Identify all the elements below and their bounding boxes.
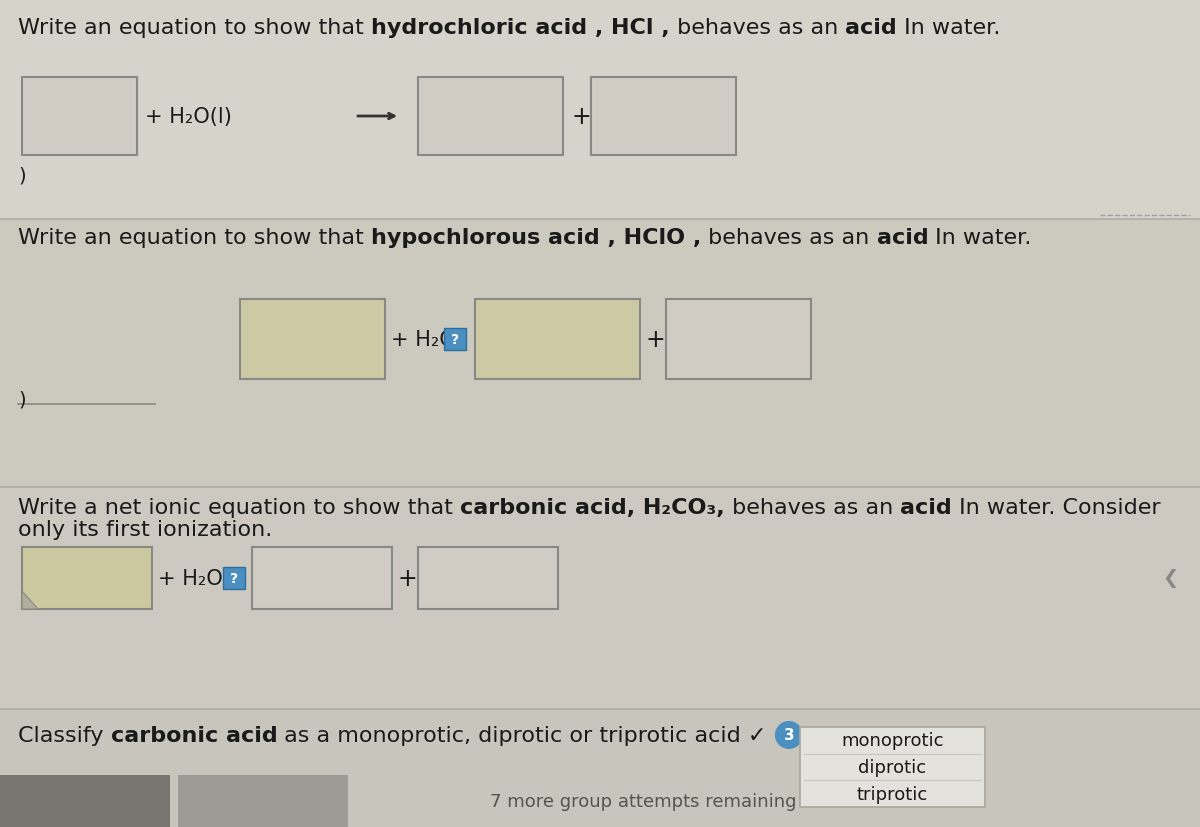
Text: + H₂O(l): + H₂O(l) [145, 107, 232, 127]
Text: ): ) [18, 166, 25, 185]
Polygon shape [22, 591, 38, 609]
Text: +: + [398, 566, 418, 590]
Text: ?: ? [230, 571, 238, 586]
Text: acid: acid [876, 227, 929, 248]
Bar [240, 299, 385, 380]
Text: + H₂O: + H₂O [391, 330, 456, 350]
Text: behaves as an: behaves as an [725, 497, 900, 518]
Bar [800, 727, 985, 807]
Bar [418, 547, 558, 609]
Bar [22, 78, 137, 155]
Text: +: + [646, 327, 666, 351]
Text: monoprotic: monoprotic [841, 731, 943, 749]
Bar [0, 775, 170, 827]
Bar [0, 709, 1200, 827]
Bar [178, 775, 348, 827]
Text: Write an equation to show that: Write an equation to show that [18, 18, 371, 38]
Text: ❮: ❮ [1162, 569, 1178, 588]
Text: 3: 3 [784, 728, 794, 743]
Text: carbonic acid: carbonic acid [110, 725, 277, 745]
Text: carbonic acid, H₂CO₃,: carbonic acid, H₂CO₃, [460, 497, 725, 518]
Text: In water.: In water. [896, 18, 1000, 38]
Bar [0, 487, 1200, 709]
Text: In water.: In water. [929, 227, 1032, 248]
Bar [0, 220, 1200, 487]
Text: + H₂O(l): + H₂O(l) [158, 568, 245, 588]
Bar [666, 299, 811, 380]
Text: Classify: Classify [18, 725, 110, 745]
Text: Write a net ionic equation to show that: Write a net ionic equation to show that [18, 497, 460, 518]
Text: hypochlorous acid , HClO ,: hypochlorous acid , HClO , [371, 227, 701, 248]
Bar [418, 78, 563, 155]
Text: acid: acid [845, 18, 896, 38]
Text: +: + [571, 105, 590, 129]
Text: only its first ionization.: only its first ionization. [18, 519, 272, 539]
Text: hydrochloric acid , HCl ,: hydrochloric acid , HCl , [371, 18, 670, 38]
Text: ?: ? [451, 332, 460, 347]
Text: Write an equation to show that: Write an equation to show that [18, 227, 371, 248]
Text: triprotic: triprotic [857, 785, 928, 803]
Circle shape [775, 721, 803, 749]
Text: as a monoprotic, diprotic or triprotic acid ✓: as a monoprotic, diprotic or triprotic a… [277, 725, 767, 745]
Bar [475, 299, 640, 380]
Bar [223, 567, 245, 590]
Bar [0, 0, 1200, 220]
Text: diprotic: diprotic [858, 758, 926, 776]
Text: behaves as an: behaves as an [670, 18, 845, 38]
Text: acid: acid [900, 497, 952, 518]
Text: In water. Consider: In water. Consider [952, 497, 1160, 518]
Text: 7 more group attempts remaining: 7 more group attempts remaining [490, 792, 797, 810]
Bar [252, 547, 392, 609]
Text: behaves as an: behaves as an [701, 227, 876, 248]
Bar [22, 547, 152, 609]
Bar [592, 78, 736, 155]
Bar [444, 328, 466, 351]
Text: ): ) [18, 390, 25, 409]
